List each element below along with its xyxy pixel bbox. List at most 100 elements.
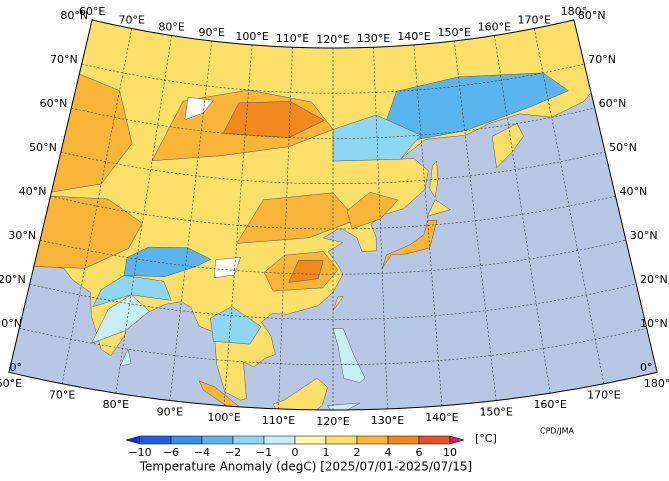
lat-label-right: 30°N: [630, 229, 658, 242]
land-region: [210, 306, 262, 345]
graticule: [19, 28, 647, 410]
lon-label-bottom: 160°E: [533, 398, 566, 411]
lat-label-right: 20°N: [640, 273, 668, 286]
lon-label-top: 80°E: [158, 20, 184, 33]
lon-label-top: 60°E: [79, 5, 105, 18]
land-region: [184, 97, 214, 121]
land-region: [272, 377, 328, 411]
colorbar-bin: [387, 435, 420, 445]
lat-label-right: 60°N: [599, 97, 627, 110]
lon-label-top: 90°E: [199, 26, 225, 39]
lon-label-top: 150°E: [438, 26, 471, 39]
lat-label-left: 50°N: [29, 141, 57, 154]
lon-label-bottom: 120°E: [316, 415, 349, 428]
lon-label-bottom: 100°E: [207, 411, 240, 424]
colorbar-tick-label: 4: [385, 446, 392, 459]
lat-label-left: 40°N: [19, 185, 47, 198]
parallel: [40, 239, 626, 275]
land-region: [198, 380, 247, 411]
lat-label-left: 60°N: [40, 97, 68, 110]
lon-label-top: 170°E: [518, 13, 551, 26]
colorbar-unit: [°C]: [475, 432, 497, 445]
meridian: [278, 47, 293, 409]
land-region: [332, 296, 344, 311]
parallel: [71, 107, 595, 139]
meridian: [453, 40, 497, 401]
lon-label-top: 160°E: [478, 20, 511, 33]
colorbar-tick-label: 2: [354, 446, 361, 459]
colorbar-tick-label: 0: [292, 446, 299, 459]
lon-label-top: 100°E: [235, 30, 268, 43]
colorbar-bin: [263, 435, 296, 445]
land-region: [91, 294, 150, 344]
colorbar-bin: [201, 435, 234, 445]
colorbar-bin: [170, 435, 203, 445]
lon-label-top: 110°E: [276, 32, 309, 45]
lat-label-left: 10°N: [0, 317, 22, 330]
lon-label-bottom: 170°E: [587, 389, 620, 402]
colorbar-bin: [294, 435, 327, 445]
land-region: [376, 72, 569, 148]
colorbar-tick-label: 6: [416, 446, 423, 459]
lon-label-bottom: 140°E: [425, 411, 458, 424]
colorbar-bin: [325, 435, 358, 445]
land-region: [119, 348, 132, 367]
map-frame: [8, 19, 658, 411]
land-region: [287, 259, 324, 283]
axis-labels: 60°E 70°E 80°E 90°E 100°E 110°E 120°E 130°E 140°…: [0, 5, 669, 428]
meridian: [223, 44, 253, 406]
land-region: [429, 160, 439, 199]
colorbar-tick-label: 1: [323, 446, 330, 459]
colorbar-tick-label: −10: [128, 446, 151, 459]
colorbar-bin: [356, 435, 389, 445]
lat-label-left: 20°N: [0, 273, 26, 286]
colorbar-tick-label: −1: [256, 446, 272, 459]
colorbar-arrow: [449, 435, 465, 445]
land-region: [426, 199, 451, 217]
parallel: [60, 151, 606, 185]
lon-label-top: 140°E: [397, 30, 430, 43]
meridian: [413, 44, 443, 406]
lon-label-bottom: 80°E: [103, 398, 129, 411]
title: Temperature Anomaly (degC) [2025/07/01-2…: [139, 460, 472, 474]
lat-label-right: 0°: [640, 361, 653, 374]
lon-label-bottom: 60°E: [0, 377, 22, 390]
credit: CPD/JMA: [540, 427, 575, 436]
meridian: [61, 28, 133, 384]
land-region: [236, 192, 358, 244]
lon-label-bottom: 110°E: [262, 414, 295, 427]
lat-label-right: 10°N: [640, 317, 668, 330]
land-region: [491, 123, 524, 169]
colorbar-bin: [139, 435, 172, 445]
meridian: [115, 35, 172, 394]
lat-label-left: 0°: [10, 361, 23, 374]
lon-label-top: 130°E: [357, 32, 390, 45]
lon-label-bottom: 180°: [644, 377, 669, 390]
colorbar-tick-label: 10: [443, 446, 457, 459]
lat-label-left: 30°N: [8, 229, 36, 242]
land-region: [346, 191, 399, 230]
lat-label-right: 40°N: [620, 185, 648, 198]
colorbar-arrow: [125, 435, 141, 445]
lon-label-bottom: 150°E: [479, 406, 512, 419]
meridian: [533, 28, 605, 384]
land-region: [332, 114, 422, 162]
land-region: [332, 328, 366, 383]
land: [24, 19, 599, 411]
lat-label-right: 80°N: [578, 9, 606, 22]
lat-label-left: 80°N: [60, 9, 88, 22]
colorbar: −10 −6 −4 −2 −1 0 1 2 4 6 10: [125, 435, 465, 459]
lat-label-left: 70°N: [50, 53, 78, 66]
land-region: [123, 246, 212, 277]
lon-label-top: 180°: [561, 5, 588, 18]
land-region: [327, 402, 361, 411]
land-region: [381, 219, 438, 269]
meridian: [169, 40, 213, 401]
meridian: [373, 47, 388, 409]
colorbar-tick-label: −4: [194, 446, 210, 459]
lon-label-top: 120°E: [316, 33, 349, 46]
lon-label-top: 70°E: [119, 13, 145, 26]
lon-label-bottom: 70°E: [49, 389, 75, 402]
lon-label-bottom: 90°E: [157, 406, 183, 419]
